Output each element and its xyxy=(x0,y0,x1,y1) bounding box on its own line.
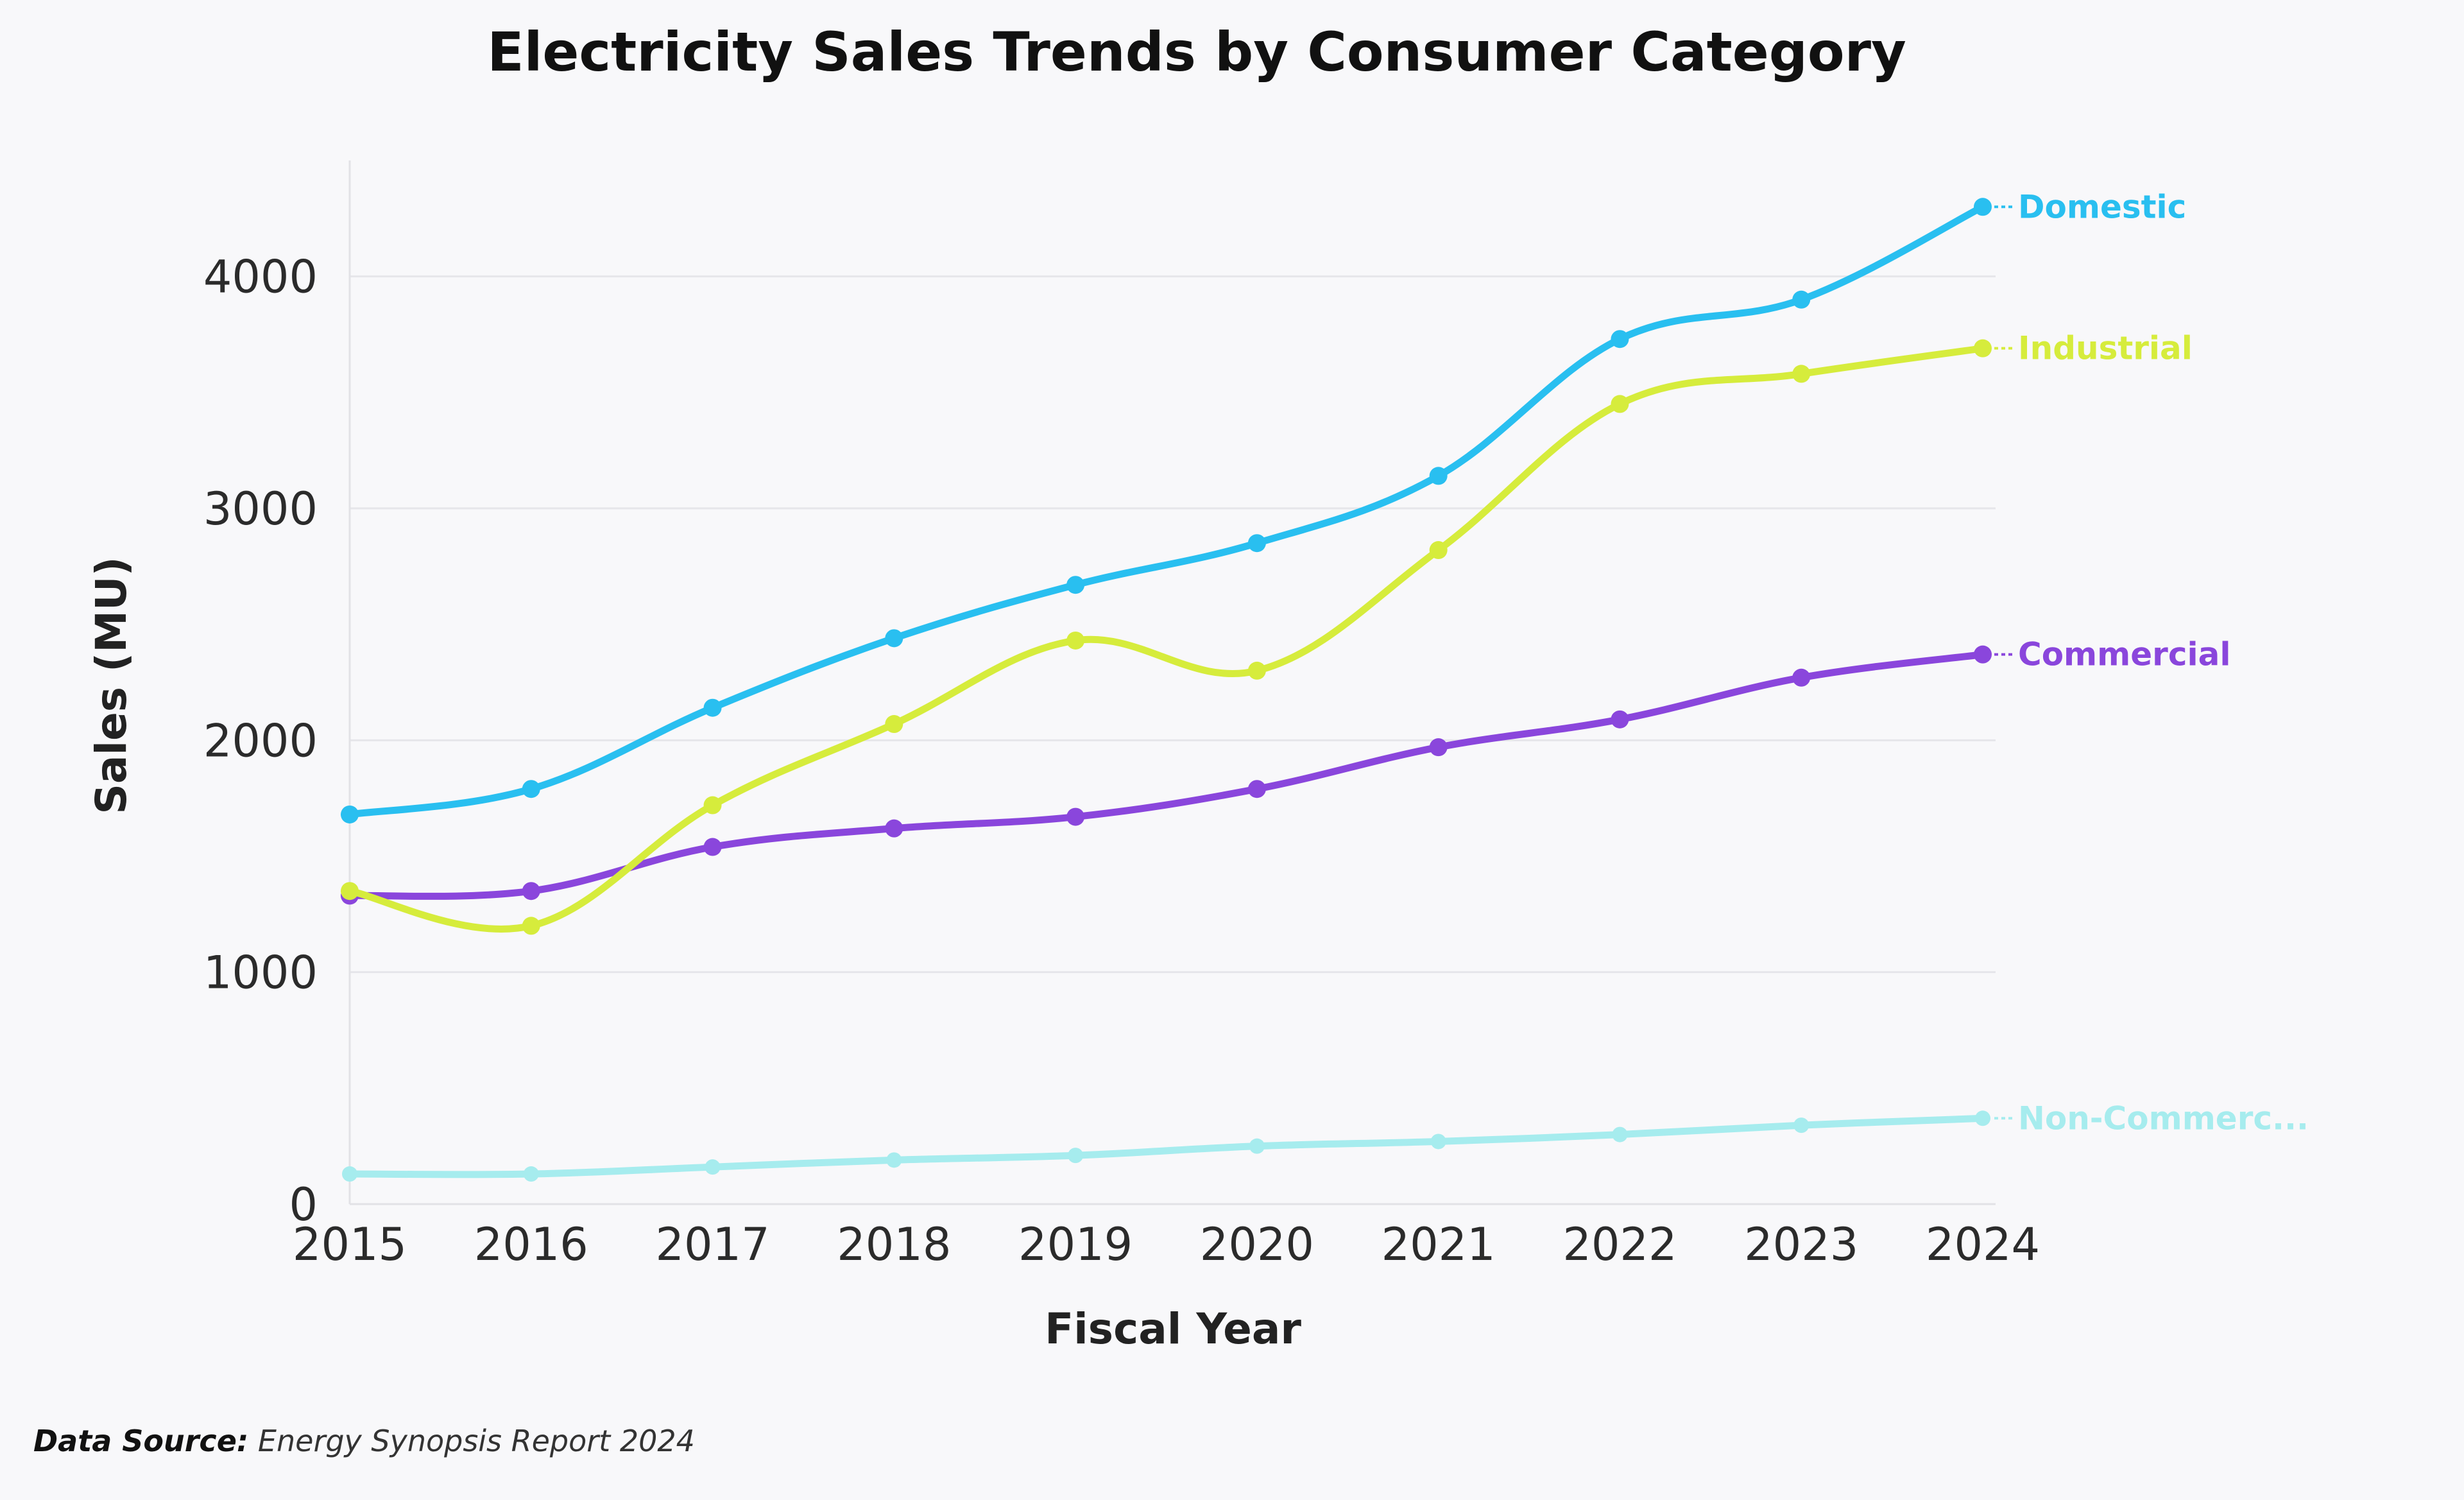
data-point xyxy=(1068,1148,1084,1164)
data-point xyxy=(1792,668,1811,687)
series-line xyxy=(346,203,1987,818)
series-0: Domestic xyxy=(341,188,2186,823)
data-point xyxy=(1429,467,1448,485)
data-point xyxy=(522,780,540,798)
data-point xyxy=(1611,710,1629,728)
data-point xyxy=(1974,198,1992,216)
series-line xyxy=(346,1114,1987,1178)
source-text: Energy Synopsis Report 2024 xyxy=(248,1424,695,1458)
x-tick-label: 2018 xyxy=(837,1218,951,1271)
data-point xyxy=(1247,534,1266,553)
series-group: Non-Commerc... Commercial Industrial Domest… xyxy=(341,188,2309,1182)
data-point xyxy=(703,698,722,717)
data-point xyxy=(523,1166,539,1182)
series-label: Domestic xyxy=(2018,188,2186,225)
chart-title: Electricity Sales Trends by Consumer Cat… xyxy=(487,21,1906,83)
source-label: Data Source: xyxy=(33,1424,249,1458)
series-label: Non-Commerc... xyxy=(2018,1099,2309,1137)
data-point xyxy=(885,819,903,838)
y-tick-label: 0 xyxy=(289,1178,318,1231)
data-point xyxy=(1792,365,1811,383)
data-point xyxy=(1429,541,1448,560)
y-tick-label: 4000 xyxy=(203,251,318,304)
data-point xyxy=(1066,631,1085,650)
data-point xyxy=(705,1159,721,1175)
x-axis-title: Fiscal Year xyxy=(1045,1304,1301,1354)
data-point xyxy=(886,1152,902,1168)
data-point xyxy=(1792,290,1811,309)
data-source-note: Data Source: Energy Synopsis Report 2024 xyxy=(33,1424,695,1458)
x-tick-label: 2016 xyxy=(474,1218,588,1271)
data-point xyxy=(703,838,722,856)
x-tick-label: 2022 xyxy=(1562,1218,1677,1271)
data-point xyxy=(1612,1126,1628,1142)
data-point xyxy=(1974,645,1992,664)
data-point xyxy=(1975,1110,1990,1126)
x-tick-label: 2024 xyxy=(1926,1218,2040,1271)
data-point xyxy=(1247,780,1266,798)
series-line xyxy=(346,345,1987,933)
data-point xyxy=(342,1166,357,1182)
data-point xyxy=(1430,1134,1446,1150)
data-point xyxy=(1247,661,1266,680)
data-point xyxy=(1249,1138,1265,1154)
data-point xyxy=(522,882,540,901)
data-point xyxy=(1611,395,1629,413)
data-point xyxy=(1611,330,1629,349)
x-tick-label: 2019 xyxy=(1018,1218,1133,1271)
x-tick-label: 2020 xyxy=(1200,1218,1314,1271)
data-point xyxy=(1974,339,1992,358)
data-point xyxy=(703,796,722,815)
series-2: Commercial xyxy=(341,636,2230,905)
y-tick-label: 3000 xyxy=(203,483,318,535)
series-1: Industrial xyxy=(341,330,2193,935)
series-3: Non-Commerc... xyxy=(342,1099,2309,1182)
data-point xyxy=(885,715,903,734)
y-tick-label: 2000 xyxy=(203,714,318,767)
data-point xyxy=(885,629,903,648)
data-point xyxy=(1066,807,1085,826)
gridlines xyxy=(350,275,1996,974)
series-label: Commercial xyxy=(2018,636,2230,673)
y-axis-title: Sales (MU) xyxy=(87,556,136,814)
series-line xyxy=(346,651,1987,900)
data-point xyxy=(341,805,359,823)
data-point xyxy=(1793,1117,1810,1134)
data-point xyxy=(1066,576,1085,594)
data-point xyxy=(1429,738,1448,757)
x-tick-label: 2015 xyxy=(293,1218,407,1271)
x-tick-label: 2017 xyxy=(655,1218,769,1271)
x-tick-label: 2021 xyxy=(1382,1218,1496,1271)
series-label: Industrial xyxy=(2018,330,2193,367)
data-point xyxy=(522,917,540,935)
data-point xyxy=(341,882,359,901)
axes: 0 1000 2000 3000 4000 2015 2016 2017 2018 2019 202… xyxy=(203,160,2040,1271)
x-tick-label: 2023 xyxy=(1744,1218,1858,1271)
y-tick-label: 1000 xyxy=(203,947,318,999)
